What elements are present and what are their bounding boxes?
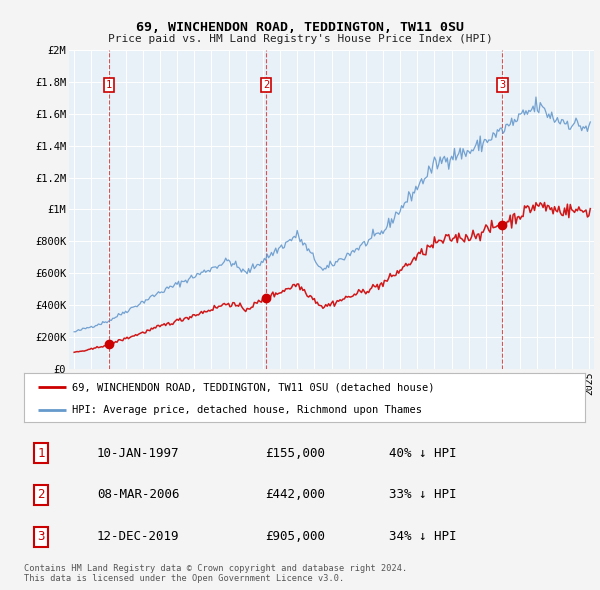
Text: Contains HM Land Registry data © Crown copyright and database right 2024.
This d: Contains HM Land Registry data © Crown c…	[24, 564, 407, 583]
Text: Price paid vs. HM Land Registry's House Price Index (HPI): Price paid vs. HM Land Registry's House …	[107, 34, 493, 44]
Text: 69, WINCHENDON ROAD, TEDDINGTON, TW11 0SU (detached house): 69, WINCHENDON ROAD, TEDDINGTON, TW11 0S…	[71, 382, 434, 392]
Text: HPI: Average price, detached house, Richmond upon Thames: HPI: Average price, detached house, Rich…	[71, 405, 422, 415]
Text: 2: 2	[263, 80, 269, 90]
Text: 10-JAN-1997: 10-JAN-1997	[97, 447, 179, 460]
Text: £442,000: £442,000	[265, 489, 325, 502]
Text: 3: 3	[37, 530, 44, 543]
Text: 1: 1	[106, 80, 112, 90]
Text: £905,000: £905,000	[265, 530, 325, 543]
Text: 2: 2	[37, 489, 44, 502]
Text: 40% ↓ HPI: 40% ↓ HPI	[389, 447, 456, 460]
Text: 3: 3	[499, 80, 505, 90]
Text: 33% ↓ HPI: 33% ↓ HPI	[389, 489, 456, 502]
Text: 12-DEC-2019: 12-DEC-2019	[97, 530, 179, 543]
Text: £155,000: £155,000	[265, 447, 325, 460]
Text: 69, WINCHENDON ROAD, TEDDINGTON, TW11 0SU: 69, WINCHENDON ROAD, TEDDINGTON, TW11 0S…	[136, 21, 464, 34]
Text: 08-MAR-2006: 08-MAR-2006	[97, 489, 179, 502]
Text: 1: 1	[37, 447, 44, 460]
Text: 34% ↓ HPI: 34% ↓ HPI	[389, 530, 456, 543]
